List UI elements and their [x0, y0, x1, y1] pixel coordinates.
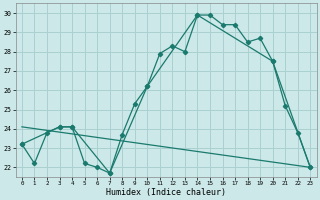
- X-axis label: Humidex (Indice chaleur): Humidex (Indice chaleur): [106, 188, 226, 197]
